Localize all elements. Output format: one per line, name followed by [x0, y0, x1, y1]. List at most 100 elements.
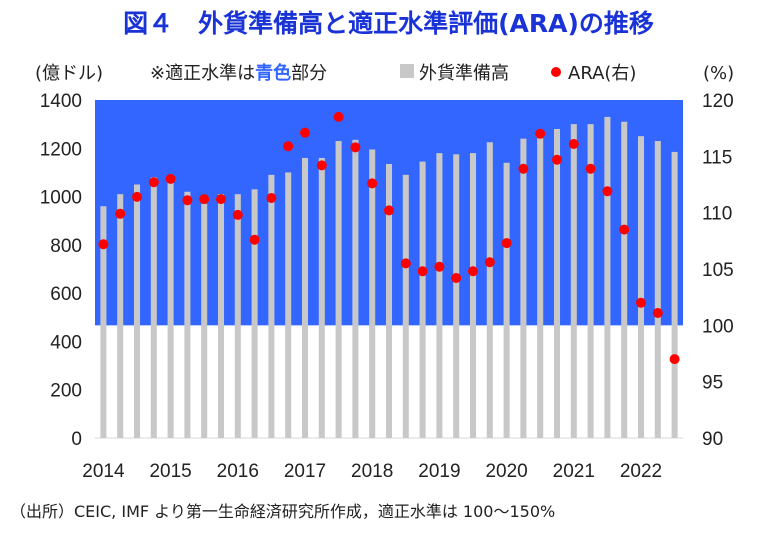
right-tick-label: 105 — [702, 260, 734, 281]
left-tick-label: 1400 — [40, 91, 82, 112]
reserve-bar — [150, 177, 157, 438]
ara-point — [568, 138, 579, 149]
x-tick-label: 2014 — [82, 461, 125, 482]
ara-point — [350, 142, 361, 153]
ara-point — [669, 354, 680, 365]
reserve-bar — [654, 141, 661, 439]
ara-point — [249, 234, 260, 245]
ara-point — [468, 266, 478, 277]
reserve-bar — [268, 174, 275, 439]
band-note-highlight: 青色 — [255, 62, 291, 84]
ara-point — [585, 163, 596, 174]
reserve-bar — [621, 121, 628, 438]
label-layer: 0 200 400 600 800 1000 1200 1400 90 95 100 105 110 11… — [35, 62, 734, 482]
ara-point — [316, 160, 327, 171]
ara-point — [636, 297, 646, 308]
chart: 0 200 400 600 800 1000 1200 1400 90 95 100 105 110 11… — [35, 62, 734, 482]
ara-point — [165, 173, 176, 184]
left-tick-label: 1200 — [40, 139, 82, 160]
ara-point — [602, 186, 613, 197]
band-note-suffix: 部分 — [291, 63, 327, 84]
x-tick-label: 2016 — [217, 461, 259, 482]
right-tick-label: 95 — [702, 373, 723, 394]
ara-point — [283, 141, 294, 152]
ara-point — [98, 239, 109, 250]
reserve-bar — [671, 151, 678, 438]
reserve-bar — [503, 162, 510, 438]
right-tick-label: 90 — [702, 429, 723, 450]
left-axis-label: (億ドル) — [35, 63, 103, 84]
reserve-bar — [604, 116, 611, 439]
reserve-bar — [419, 161, 426, 439]
reserve-bar — [167, 179, 174, 438]
right-tick-label: 100 — [702, 316, 734, 337]
ara-point — [115, 208, 126, 219]
reserve-bar — [234, 194, 241, 438]
ara-point — [182, 195, 193, 206]
reserve-bar — [117, 194, 124, 438]
ara-point — [552, 154, 562, 165]
right-tick-label: 110 — [702, 204, 732, 225]
reserve-bar — [285, 172, 292, 438]
reserve-bar — [318, 157, 325, 438]
legend-bar-swatch — [400, 64, 414, 78]
x-tick-label: 2017 — [284, 461, 326, 482]
reserve-bar — [352, 139, 359, 439]
x-tick-label: 2015 — [149, 461, 191, 482]
ara-point — [132, 191, 142, 202]
ara-point — [501, 238, 512, 249]
reserve-bar — [335, 141, 342, 439]
bar-layer — [100, 116, 678, 439]
ara-point — [367, 178, 378, 189]
reserve-bar — [453, 154, 460, 439]
left-tick-label: 1000 — [40, 188, 82, 209]
left-tick-label: 200 — [50, 381, 82, 402]
reserve-bar — [637, 136, 645, 438]
ara-point — [300, 127, 310, 138]
ara-point — [199, 194, 210, 205]
legend-point-swatch — [551, 67, 561, 77]
ara-point — [148, 177, 159, 188]
x-tick-label: 2021 — [553, 461, 595, 482]
reserve-bar — [100, 206, 107, 438]
ara-point — [451, 273, 462, 284]
ara-point — [434, 261, 445, 272]
ara-point — [216, 194, 226, 205]
left-tick-label: 600 — [50, 284, 82, 305]
chart-title: 図４ 外貨準備高と適正水準評価(ARA)の推移 — [123, 9, 654, 38]
x-tick-label: 2019 — [418, 461, 460, 482]
reserve-bar — [217, 194, 225, 438]
reserve-bar — [201, 203, 208, 438]
right-tick-label: 120 — [702, 91, 734, 112]
point-layer — [98, 111, 680, 365]
reserve-bar — [301, 157, 309, 438]
ara-point — [232, 209, 243, 220]
legend-point-label: ARA(右) — [568, 63, 636, 84]
x-tick-label: 2020 — [485, 461, 527, 482]
legend-bar-label: 外貨準備高 — [419, 63, 509, 84]
ara-point — [417, 266, 428, 277]
reserve-bar — [184, 191, 191, 438]
reserve-bar — [587, 124, 594, 439]
ara-point — [518, 163, 529, 174]
ara-point — [333, 111, 344, 122]
ara-point — [384, 205, 394, 216]
reserve-bar — [537, 131, 544, 438]
reserve-bar — [133, 184, 141, 438]
x-tick-label: 2022 — [620, 461, 662, 482]
reserve-bar — [385, 163, 393, 438]
left-tick-label: 800 — [50, 236, 82, 257]
ara-point — [266, 193, 277, 204]
reserve-bar — [251, 189, 258, 438]
band-note: ※適正水準は青色部分 — [150, 62, 327, 84]
reserve-bar — [553, 128, 561, 438]
ara-point — [535, 128, 546, 139]
left-tick-label: 0 — [71, 429, 82, 450]
reserve-bar — [369, 149, 376, 438]
band-note-prefix: ※適正水準は — [150, 63, 255, 84]
reserve-bar — [486, 142, 493, 438]
right-axis-label: (%) — [703, 63, 734, 84]
right-tick-label: 115 — [702, 147, 732, 168]
ara-point — [400, 258, 411, 269]
reserve-bar — [520, 138, 527, 438]
